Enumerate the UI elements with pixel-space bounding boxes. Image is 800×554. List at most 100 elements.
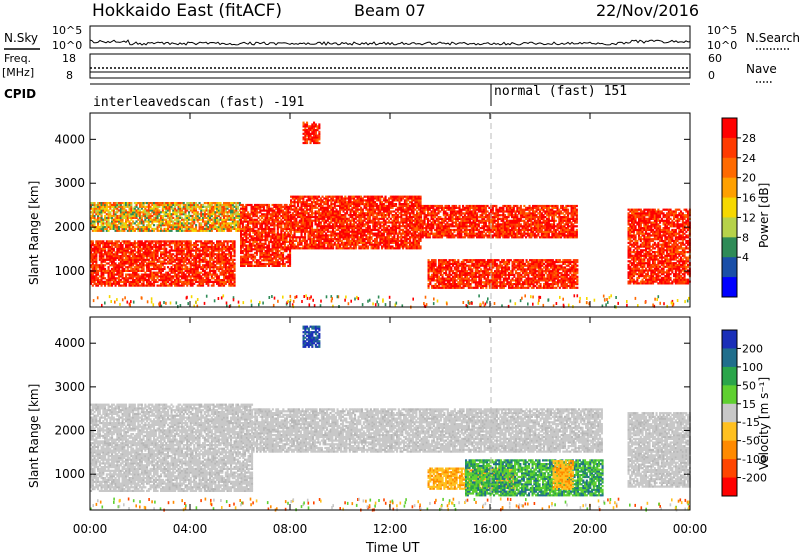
data-cell bbox=[203, 255, 206, 258]
data-cell bbox=[261, 224, 264, 227]
data-cell bbox=[311, 204, 314, 207]
data-cell bbox=[118, 277, 121, 280]
data-cell bbox=[233, 245, 236, 248]
data-cell bbox=[257, 222, 260, 225]
data-cell bbox=[340, 215, 343, 219]
data-cell bbox=[135, 264, 138, 267]
data-cell bbox=[114, 280, 117, 283]
data-cell bbox=[372, 208, 375, 211]
data-cell bbox=[97, 226, 100, 229]
data-cell bbox=[149, 271, 152, 274]
data-cell bbox=[268, 240, 271, 243]
data-cell bbox=[182, 224, 185, 227]
data-cell bbox=[285, 261, 288, 264]
data-cell bbox=[179, 244, 182, 247]
data-cell bbox=[209, 213, 212, 216]
data-cell bbox=[210, 255, 213, 258]
data-cell bbox=[342, 226, 345, 230]
data-cell bbox=[307, 230, 310, 233]
data-cell bbox=[100, 260, 103, 263]
data-cell bbox=[191, 264, 194, 267]
data-cell bbox=[109, 256, 112, 260]
data-cell bbox=[312, 245, 315, 248]
data-cell bbox=[285, 255, 288, 258]
data-cell bbox=[259, 257, 262, 260]
data-cell bbox=[300, 210, 303, 213]
data-cell bbox=[116, 282, 119, 285]
data-cell bbox=[198, 271, 201, 274]
data-cell bbox=[365, 243, 368, 246]
data-cell bbox=[273, 253, 276, 256]
data-cell bbox=[139, 226, 142, 229]
data-cell bbox=[182, 213, 185, 216]
data-cell bbox=[363, 230, 366, 233]
data-cell bbox=[221, 262, 224, 265]
data-cell bbox=[174, 284, 177, 287]
data-cell bbox=[330, 204, 333, 207]
data-cell bbox=[273, 255, 276, 258]
data-cell bbox=[151, 253, 154, 256]
data-cell bbox=[121, 258, 124, 261]
data-cell bbox=[264, 262, 267, 266]
data-cell bbox=[262, 220, 265, 223]
data-cell bbox=[312, 230, 315, 233]
data-cell bbox=[202, 267, 205, 271]
data-cell bbox=[146, 256, 149, 260]
data-cell bbox=[250, 235, 253, 238]
data-cell bbox=[209, 240, 212, 243]
data-cell bbox=[107, 255, 110, 258]
data-cell bbox=[175, 255, 178, 258]
data-cell bbox=[163, 260, 166, 263]
data-cell bbox=[326, 203, 329, 206]
data-cell bbox=[147, 282, 150, 285]
data-cell bbox=[340, 217, 343, 220]
data-cell bbox=[342, 247, 345, 250]
data-cell bbox=[224, 203, 227, 207]
data-cell bbox=[107, 226, 110, 229]
data-cell bbox=[202, 258, 205, 261]
data-cell bbox=[90, 258, 93, 261]
data-cell bbox=[367, 223, 370, 226]
data-cell bbox=[189, 264, 192, 267]
data-cell bbox=[261, 229, 264, 232]
data-cell bbox=[374, 203, 377, 206]
data-cell bbox=[300, 197, 303, 200]
data-cell bbox=[133, 247, 136, 250]
data-cell bbox=[332, 238, 335, 241]
data-cell bbox=[250, 211, 253, 214]
data-cell bbox=[149, 202, 152, 205]
data-cell bbox=[146, 251, 149, 254]
data-cell bbox=[382, 208, 385, 211]
data-cell bbox=[311, 238, 314, 241]
data-cell bbox=[241, 250, 244, 253]
data-cell bbox=[283, 224, 286, 227]
data-cell bbox=[153, 264, 156, 267]
data-cell bbox=[280, 218, 283, 221]
data-cell bbox=[384, 247, 387, 250]
data-cell bbox=[377, 236, 380, 239]
data-cell bbox=[360, 239, 363, 242]
data-cell bbox=[280, 227, 283, 231]
data-cell bbox=[196, 273, 199, 276]
data-cell bbox=[219, 244, 222, 247]
data-cell bbox=[105, 222, 108, 225]
data-cell bbox=[233, 244, 236, 247]
data-cell bbox=[132, 222, 135, 225]
data-cell bbox=[351, 215, 354, 219]
data-cell bbox=[297, 241, 300, 244]
data-cell bbox=[188, 226, 191, 229]
data-cell bbox=[374, 239, 377, 242]
data-cell bbox=[179, 271, 182, 274]
data-cell bbox=[382, 199, 385, 202]
data-cell bbox=[228, 224, 231, 227]
data-cell bbox=[181, 255, 184, 258]
data-cell bbox=[314, 241, 317, 244]
data-cell bbox=[147, 229, 150, 232]
data-cell bbox=[151, 255, 154, 258]
data-cell bbox=[154, 245, 157, 248]
data-cell bbox=[207, 273, 210, 276]
data-cell bbox=[175, 273, 178, 276]
data-cell bbox=[151, 267, 154, 271]
data-cell bbox=[91, 229, 94, 232]
data-cell bbox=[109, 264, 112, 267]
